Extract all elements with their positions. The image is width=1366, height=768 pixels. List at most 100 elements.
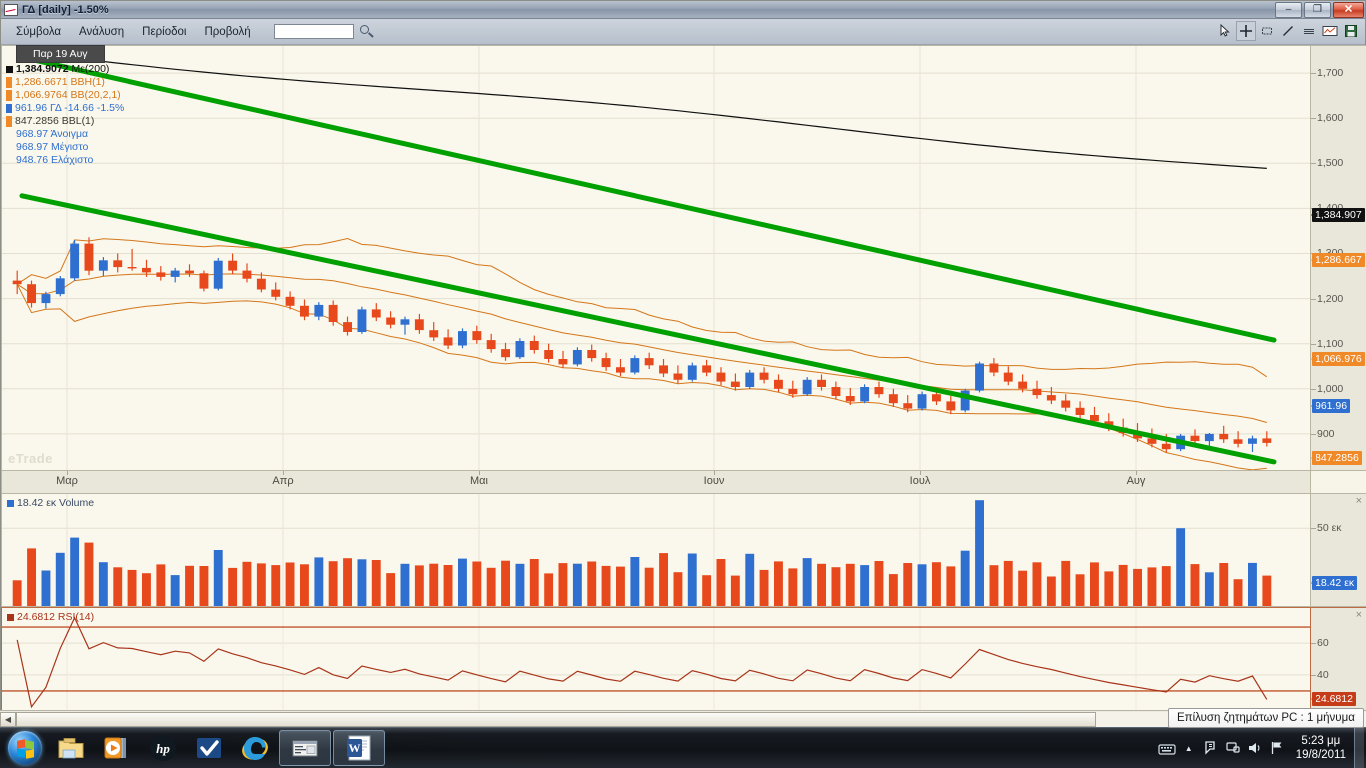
volume-axis[interactable]: × 50 εκ 18.42 εκ: [1311, 493, 1366, 607]
rsi-chart-svg: [2, 608, 1310, 710]
search-input[interactable]: [273, 24, 354, 39]
rsi-axis[interactable]: × 60 40 24.6812: [1311, 607, 1366, 711]
legend-text-ma200: 1,384.9072 Με(200): [16, 63, 110, 75]
taskbar-trading-app[interactable]: [279, 730, 331, 766]
x-axis-tick: [479, 471, 480, 475]
start-orb-icon: [8, 731, 42, 765]
horizontal-scrollbar[interactable]: ◀: [0, 710, 1366, 727]
drawing-toolbar: [1215, 21, 1361, 41]
price-axis-label: 1,500: [1317, 157, 1344, 170]
volume-chart-svg: [2, 494, 1310, 606]
price-plot[interactable]: [2, 46, 1310, 470]
legend-text-low: 948.76 Ελάχιστο: [16, 154, 94, 166]
taskbar-hp[interactable]: hp: [140, 729, 186, 767]
clock-time: 5:23 μμ: [1301, 735, 1341, 747]
hp-icon: hp: [150, 735, 176, 761]
window-buttons: – ❐ ✕: [1275, 1, 1364, 19]
legend-row-high: 968.97 Μέγιστο: [6, 141, 124, 154]
x-axis-tick: [714, 471, 715, 475]
volume-plot[interactable]: [2, 494, 1310, 606]
volume-icon[interactable]: [1244, 733, 1266, 763]
rsi-pane[interactable]: 24.6812 RSI(14): [1, 607, 1311, 711]
rsi-axis-tick: [1311, 643, 1316, 645]
scroll-left-button[interactable]: ◀: [0, 711, 16, 727]
rsi-legend: 24.6812 RSI(14): [7, 611, 94, 624]
legend-marker-bbh: [6, 77, 12, 88]
taskbar-checkmark-app[interactable]: [186, 729, 232, 767]
rsi-plot[interactable]: [2, 608, 1310, 710]
legend-row-open: 968.97 Άνοιγμα: [6, 128, 124, 141]
internet-explorer-icon: [242, 737, 268, 760]
rsi-axis-marker: 24.6812: [1312, 692, 1356, 707]
price-axis-marker: 847.2856: [1312, 450, 1362, 465]
rsi-axis-tick: [1311, 674, 1316, 676]
search-handle: [367, 31, 374, 37]
price-legend: 1,384.9072 Με(200) 1,286.6671 BBH(1) 1,0…: [6, 63, 124, 167]
crosshair-icon[interactable]: [1236, 21, 1256, 41]
price-axis-marker: 1,286.667: [1312, 252, 1365, 267]
show-hidden-icons-arrow[interactable]: ▲: [1184, 743, 1193, 753]
price-axis-tick: [1311, 73, 1316, 75]
keyboard-language-icon[interactable]: [1156, 733, 1178, 763]
legend-text-open: 968.97 Άνοιγμα: [16, 128, 89, 140]
menu-symbols[interactable]: Σύμβολα: [16, 25, 62, 38]
taskbar: hp: [0, 727, 1366, 768]
menu-analysis[interactable]: Ανάλυση: [79, 25, 125, 38]
legend-text-high: 968.97 Μέγιστο: [16, 141, 89, 153]
search-icon[interactable]: [358, 23, 376, 41]
start-button[interactable]: [2, 729, 48, 767]
price-axis-marker: 1,066.976: [1312, 351, 1365, 366]
maximize-button[interactable]: ❐: [1304, 2, 1331, 18]
taskbar-explorer[interactable]: [48, 729, 94, 767]
price-axis[interactable]: 1,7001,6001,5001,4001,3001,2001,1001,000…: [1311, 45, 1366, 471]
rsi-legend-text: 24.6812 RSI(14): [17, 611, 95, 623]
flag-icon[interactable]: [1266, 733, 1288, 763]
volume-legend-text: 18.42 εκ Volume: [17, 497, 95, 509]
rectangle-icon[interactable]: [1257, 21, 1277, 41]
menu-view[interactable]: Προβολή: [204, 25, 251, 38]
chart-icon[interactable]: [1320, 21, 1340, 41]
date-tab: Παρ 19 Αυγ: [16, 45, 105, 63]
menu-periods[interactable]: Περίοδοι: [142, 25, 187, 38]
price-axis-label: 1,600: [1317, 112, 1344, 125]
window-titlebar[interactable]: ΓΔ [daily] -1.50% – ❐ ✕: [1, 1, 1365, 19]
x-axis-tick: [283, 471, 284, 475]
legend-row-quote: 961.96 ΓΔ -14.66 -1.5%: [6, 102, 124, 115]
volume-axis-label: 50 εκ: [1317, 522, 1342, 535]
close-button[interactable]: ✕: [1333, 2, 1364, 18]
scroll-track[interactable]: [16, 711, 1366, 727]
price-axis-tick: [1311, 118, 1316, 120]
taskbar-word[interactable]: W: [333, 730, 385, 766]
grid-icon[interactable]: [1299, 21, 1319, 41]
volume-pane-close-icon[interactable]: ×: [1355, 495, 1362, 507]
taskbar-tooltip: Επίλυση ζητημάτων PC : 1 μήνυμα: [1168, 708, 1364, 728]
clock[interactable]: 5:23 μμ 19/8/2011: [1288, 734, 1354, 762]
price-chart-svg: [2, 46, 1310, 470]
show-desktop-button[interactable]: [1354, 727, 1364, 768]
x-axis-tick: [920, 471, 921, 475]
volume-axis-marker: 18.42 εκ: [1312, 576, 1358, 591]
price-pane[interactable]: Παρ 19 Αυγ 1,384.9072 Με(200) 1,286.6671…: [1, 45, 1311, 471]
scroll-thumb[interactable]: [16, 711, 1096, 727]
rsi-pane-close-icon[interactable]: ×: [1355, 609, 1362, 621]
trendline-icon[interactable]: [1278, 21, 1298, 41]
x-axis-label: Μαρ: [56, 475, 78, 487]
minimize-button[interactable]: –: [1275, 2, 1302, 18]
checkmark-icon: [197, 738, 221, 758]
pointer-icon[interactable]: [1215, 21, 1235, 41]
taskbar-internet-explorer[interactable]: [232, 729, 278, 767]
search-lens: [359, 24, 369, 34]
action-center-flag-icon[interactable]: [1200, 733, 1222, 763]
network-icon[interactable]: [1222, 733, 1244, 763]
x-axis-label: Απρ: [272, 475, 294, 487]
save-icon[interactable]: [1341, 21, 1361, 41]
close-icon: ✕: [1343, 3, 1354, 16]
volume-pane[interactable]: 18.42 εκ Volume: [1, 493, 1311, 607]
x-axis-tick: [67, 471, 68, 475]
price-axis-marker: 1,384.907: [1312, 208, 1365, 223]
x-axis-label: Ιουν: [703, 475, 725, 487]
taskbar-media-player[interactable]: [94, 729, 140, 767]
legend-marker-quote: [6, 104, 12, 113]
x-axis-label: Αυγ: [1126, 475, 1146, 487]
legend-row-bbl: 847.2856 BBL(1): [6, 115, 124, 128]
